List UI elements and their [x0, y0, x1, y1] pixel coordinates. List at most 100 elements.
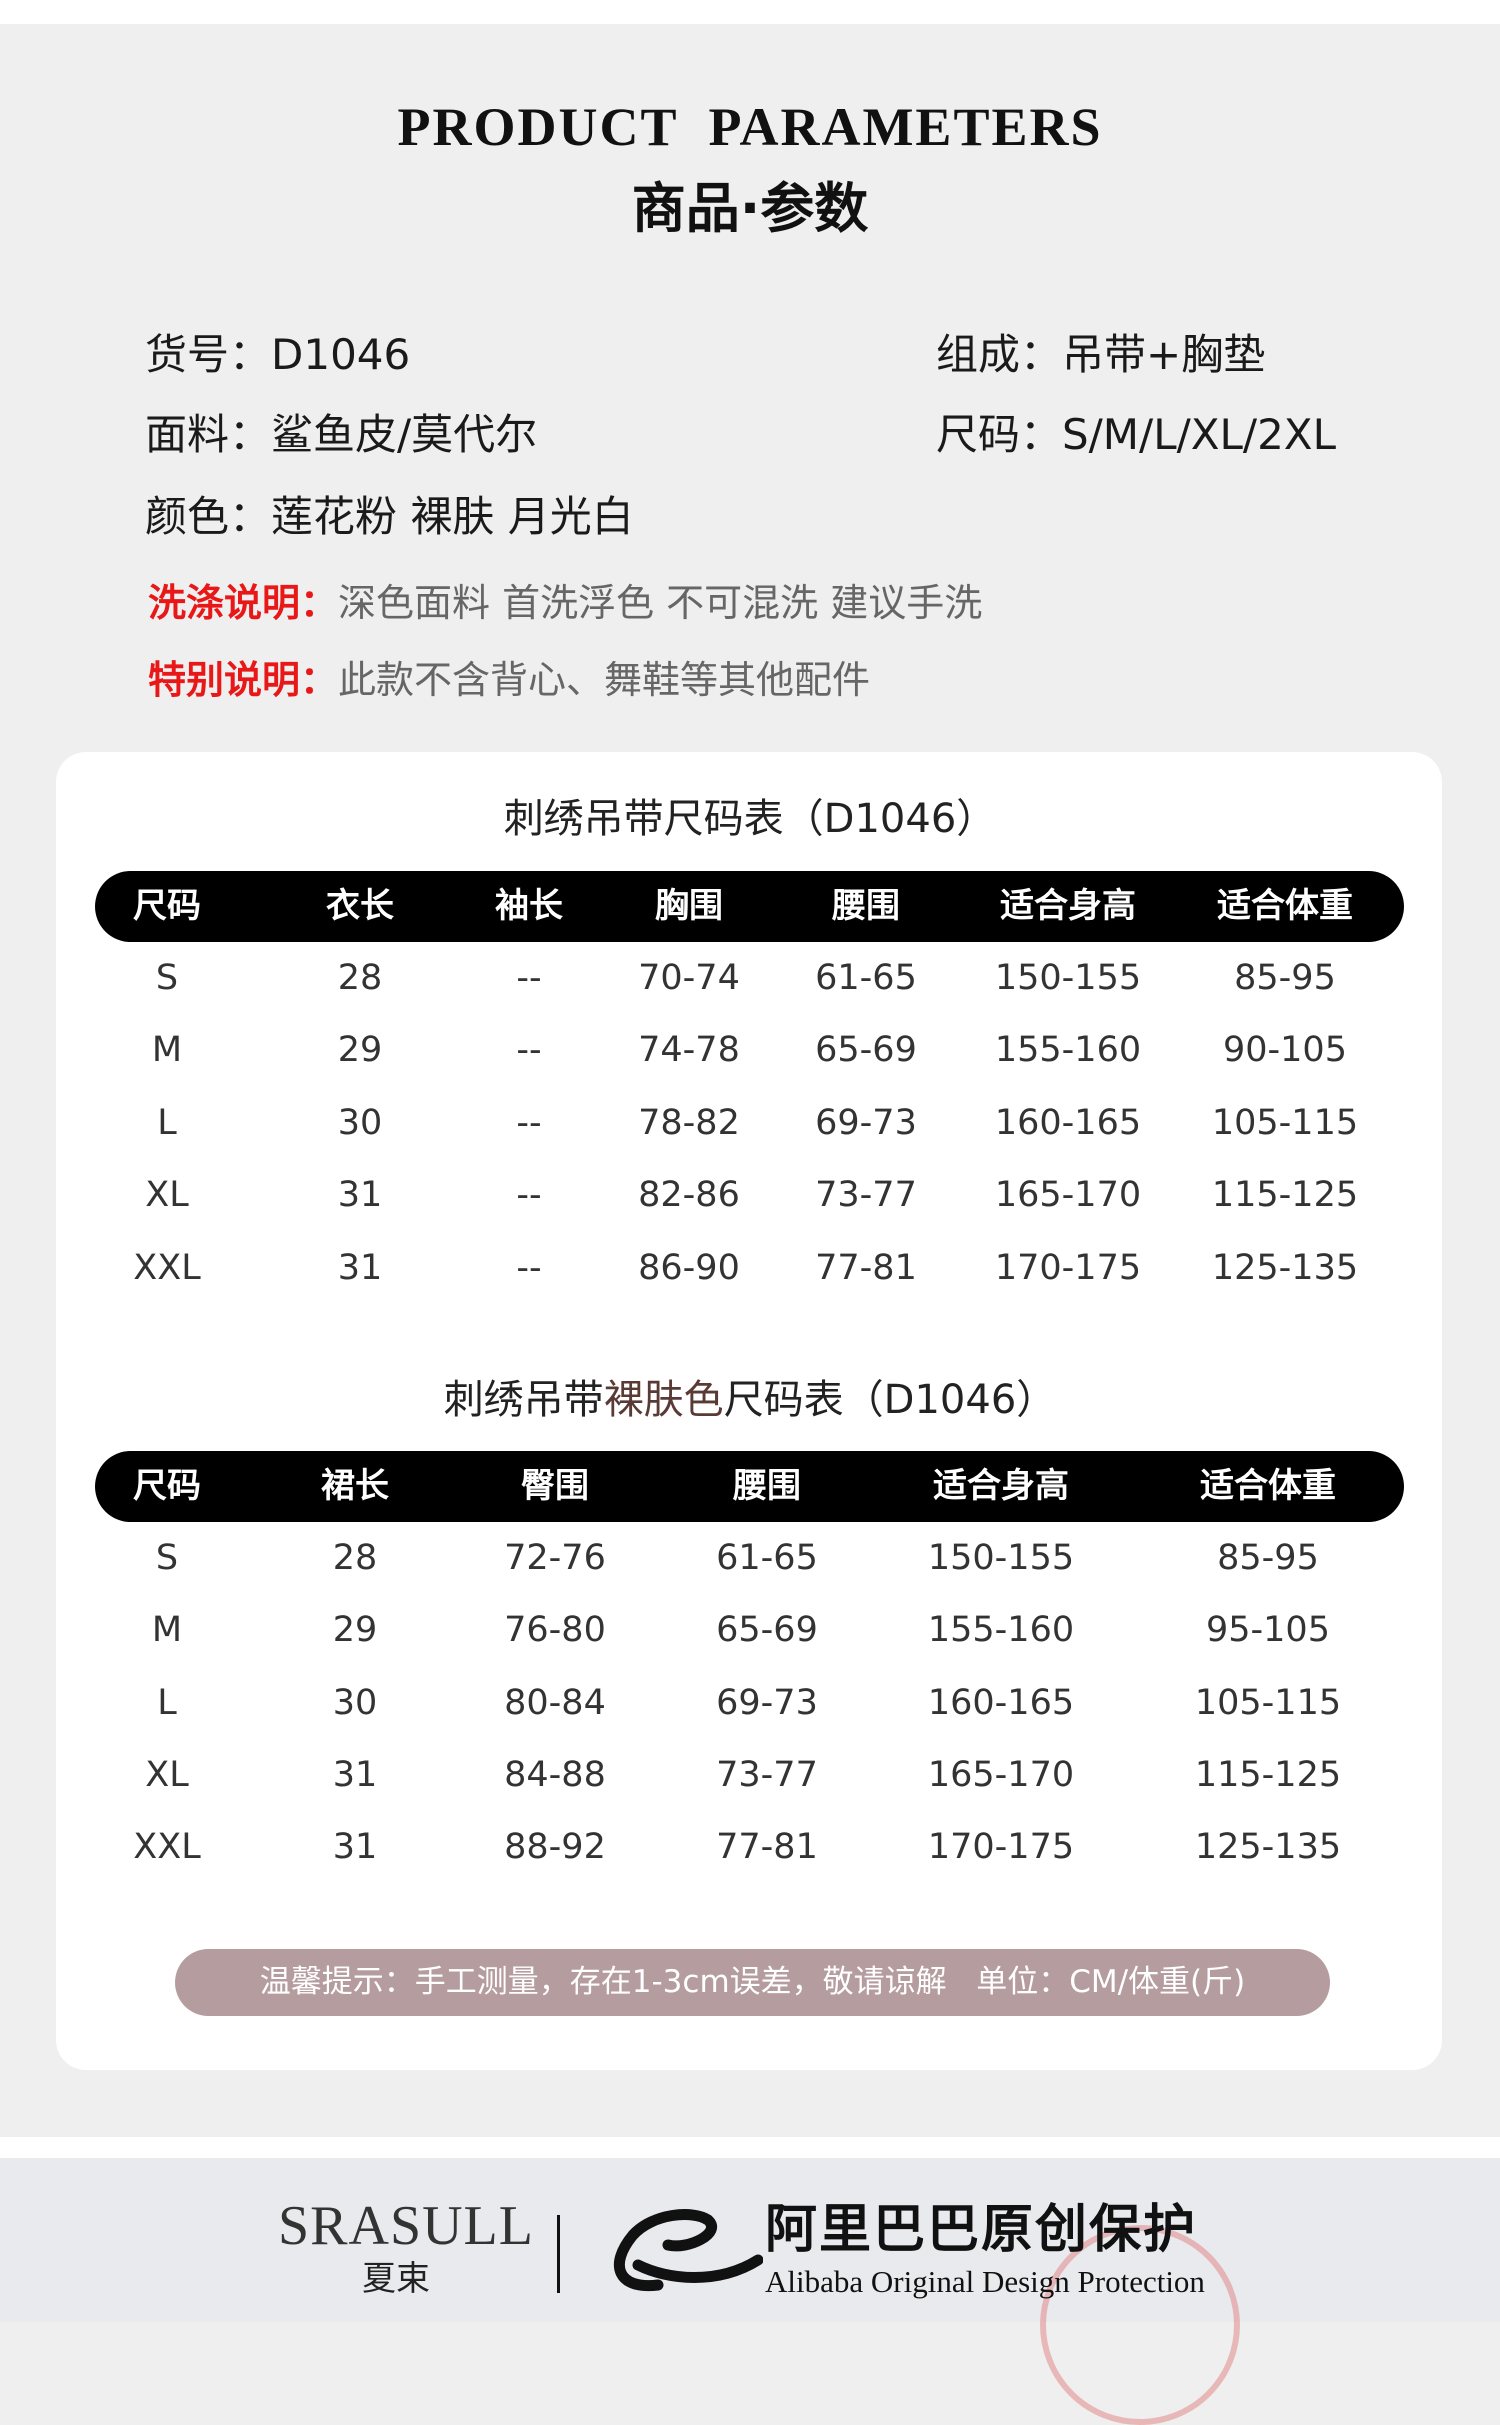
- table-cell: 69-73: [815, 1103, 917, 1143]
- table-cell: 65-69: [716, 1610, 818, 1650]
- table-cell: 74-78: [638, 1030, 740, 1070]
- table1-title: 刺绣吊带尺码表（D1046）: [503, 796, 997, 842]
- column-header: 裙长: [321, 1466, 389, 1506]
- table-cell: 125-135: [1211, 1248, 1359, 1288]
- table2-header: 尺码 裙长 臀围 腰围 适合身高 适合体重: [95, 1451, 1404, 1522]
- table-cell: 72-76: [504, 1538, 606, 1578]
- table1-header: 尺码 衣长 袖长 胸围 腰围 适合身高 适合体重: [95, 871, 1404, 942]
- table-cell: 155-160: [927, 1610, 1075, 1650]
- page-title-cn: 商品·参数: [631, 177, 869, 240]
- colors: 颜色：莲花粉 裸肤 月光白: [145, 492, 634, 541]
- table-cell: 150-155: [927, 1538, 1075, 1578]
- table-cell: 73-77: [716, 1755, 818, 1795]
- table-cell: 160-165: [994, 1103, 1142, 1143]
- special-note: 特别说明：此款不含背心、舞鞋等其他配件: [148, 661, 870, 699]
- table-cell: 170-175: [994, 1248, 1142, 1288]
- table-cell: XXL: [133, 1827, 201, 1867]
- top-strip: [0, 0, 1500, 24]
- table2-title-b: 尺码表（D1046）: [723, 1377, 1057, 1423]
- table-cell: 77-81: [815, 1248, 917, 1288]
- table-cell: 82-86: [638, 1175, 740, 1215]
- column-header: 尺码: [133, 1466, 201, 1506]
- table-cell: 95-105: [1206, 1610, 1330, 1650]
- table-cell: 69-73: [716, 1683, 818, 1723]
- column-header: 适合体重: [1200, 1466, 1336, 1506]
- measurement-tip: 温馨提示：手工测量，存在1-3cm误差，敬请谅解 单位：CM/体重(斤): [175, 1949, 1330, 2016]
- logo-divider: [557, 2215, 560, 2293]
- table-cell: 90-105: [1223, 1030, 1347, 1070]
- column-header: 适合体重: [1217, 886, 1353, 926]
- brand-logo-cn: 夏束: [362, 2259, 430, 2299]
- fabric: 面料：鲨鱼皮/莫代尔: [145, 410, 538, 459]
- table-cell: L: [157, 1103, 177, 1143]
- table-cell: 30: [337, 1103, 383, 1143]
- table-cell: 88-92: [504, 1827, 606, 1867]
- table-cell: 31: [332, 1827, 378, 1867]
- size-chart-card: [56, 752, 1442, 2070]
- table-cell: 85-95: [1234, 958, 1336, 998]
- table-cell: 115-125: [1211, 1175, 1359, 1215]
- wash-instructions: 洗涤说明：深色面料 首洗浮色 不可混洗 建议手洗: [148, 584, 982, 622]
- composition: 组成：吊带+胸垫: [936, 330, 1266, 379]
- table2-title: 刺绣吊带裸肤色尺码表（D1046）: [0, 1380, 1500, 1420]
- table-cell: 84-88: [504, 1755, 606, 1795]
- table-cell: 65-69: [815, 1030, 917, 1070]
- table-cell: 30: [332, 1683, 378, 1723]
- table-cell: 73-77: [815, 1175, 917, 1215]
- table-cell: S: [155, 958, 179, 998]
- table-cell: 31: [337, 1248, 383, 1288]
- table-cell: XXL: [133, 1248, 201, 1288]
- table-cell: 77-81: [716, 1827, 818, 1867]
- item-number: 货号：D1046: [145, 330, 411, 379]
- table-cell: 31: [337, 1175, 383, 1215]
- table2-title-highlight: 裸肤色: [603, 1377, 724, 1423]
- table-cell: 125-135: [1194, 1827, 1342, 1867]
- table-cell: 105-115: [1194, 1683, 1342, 1723]
- table-cell: 28: [337, 958, 383, 998]
- table-cell: 86-90: [638, 1248, 740, 1288]
- table-cell: 70-74: [638, 958, 740, 998]
- size-range: 尺码：S/M/L/XL/2XL: [936, 410, 1336, 459]
- column-header: 适合身高: [933, 1466, 1069, 1506]
- table-cell: 29: [332, 1610, 378, 1650]
- table-cell: 31: [332, 1755, 378, 1795]
- page-title-en: PRODUCT PARAMETERS: [397, 97, 1103, 157]
- table-cell: 165-170: [927, 1755, 1075, 1795]
- alibaba-protection-en: Alibaba Original Design Protection: [765, 2264, 1205, 2299]
- table-cell: S: [155, 1538, 179, 1578]
- table-cell: M: [151, 1030, 183, 1070]
- table-cell: 29: [337, 1030, 383, 1070]
- table-cell: 115-125: [1194, 1755, 1342, 1795]
- table-cell: XL: [145, 1175, 189, 1215]
- column-header: 适合身高: [1000, 886, 1136, 926]
- alibaba-protection-cn: 阿里巴巴原创保护: [765, 2200, 1198, 2260]
- table-cell: --: [516, 1103, 542, 1143]
- table-cell: 78-82: [638, 1103, 740, 1143]
- table-cell: --: [516, 1175, 542, 1215]
- wash-text: 深色面料 首洗浮色 不可混洗 建议手洗: [338, 581, 983, 625]
- table-cell: 61-65: [716, 1538, 818, 1578]
- column-header: 尺码: [133, 886, 201, 926]
- special-label: 特别说明：: [148, 658, 339, 702]
- brand-logo: SRASULL: [278, 2195, 534, 2257]
- table-cell: XL: [145, 1755, 189, 1795]
- table-cell: 80-84: [504, 1683, 606, 1723]
- table-cell: L: [157, 1683, 177, 1723]
- alibaba-logo-icon: [613, 2209, 763, 2292]
- table-cell: 76-80: [504, 1610, 606, 1650]
- table-cell: 105-115: [1211, 1103, 1359, 1143]
- table-cell: --: [516, 1030, 542, 1070]
- table2-title-a: 刺绣吊带: [443, 1377, 604, 1423]
- column-header: 袖长: [495, 886, 563, 926]
- table-cell: 28: [332, 1538, 378, 1578]
- table-cell: M: [151, 1610, 183, 1650]
- table-cell: 165-170: [994, 1175, 1142, 1215]
- table-cell: 150-155: [994, 958, 1142, 998]
- column-header: 臀围: [521, 1466, 589, 1506]
- table-cell: 155-160: [994, 1030, 1142, 1070]
- table-cell: --: [516, 1248, 542, 1288]
- special-text: 此款不含背心、舞鞋等其他配件: [338, 658, 871, 702]
- table-cell: 170-175: [927, 1827, 1075, 1867]
- table-cell: --: [516, 958, 542, 998]
- table-cell: 160-165: [927, 1683, 1075, 1723]
